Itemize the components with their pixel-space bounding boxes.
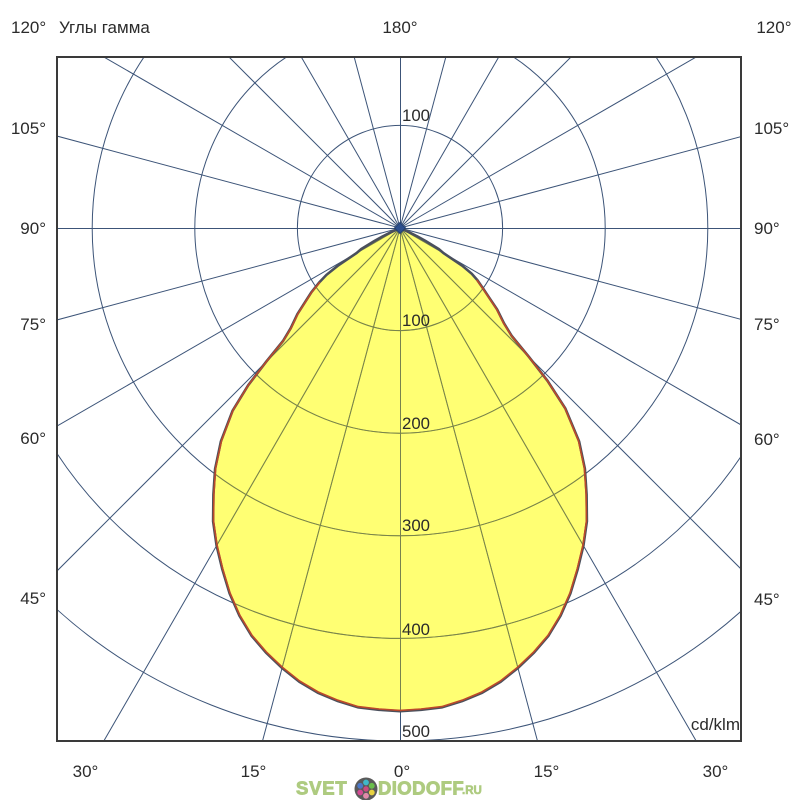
svg-text:100: 100 — [402, 106, 430, 125]
svg-text:500: 500 — [402, 722, 430, 741]
svg-text:SVET: SVET — [296, 778, 348, 799]
svg-text:75°: 75° — [754, 315, 780, 334]
svg-text:.RU: .RU — [462, 785, 482, 797]
svg-text:180°: 180° — [382, 18, 417, 37]
svg-text:0°: 0° — [394, 762, 410, 781]
svg-text:75°: 75° — [20, 315, 46, 334]
svg-text:15°: 15° — [534, 762, 560, 781]
svg-text:90°: 90° — [20, 219, 46, 238]
svg-text:DIODOFF: DIODOFF — [378, 778, 464, 799]
svg-text:cd/klm: cd/klm — [691, 715, 740, 734]
svg-text:30°: 30° — [703, 762, 729, 781]
svg-text:60°: 60° — [754, 430, 780, 449]
svg-text:105°: 105° — [754, 119, 789, 138]
svg-text:45°: 45° — [20, 589, 46, 608]
svg-text:Углы гамма: Углы гамма — [59, 18, 150, 37]
svg-text:15°: 15° — [241, 762, 267, 781]
svg-text:100: 100 — [402, 311, 430, 330]
svg-text:60°: 60° — [20, 429, 46, 448]
svg-text:105°: 105° — [11, 119, 46, 138]
svg-text:30°: 30° — [73, 762, 99, 781]
svg-text:120°: 120° — [11, 18, 46, 37]
svg-text:120°: 120° — [756, 18, 791, 37]
svg-text:400: 400 — [402, 620, 430, 639]
svg-text:300: 300 — [402, 516, 430, 535]
svg-text:45°: 45° — [754, 590, 780, 609]
svg-text:90°: 90° — [754, 219, 780, 238]
svg-text:200: 200 — [402, 414, 430, 433]
